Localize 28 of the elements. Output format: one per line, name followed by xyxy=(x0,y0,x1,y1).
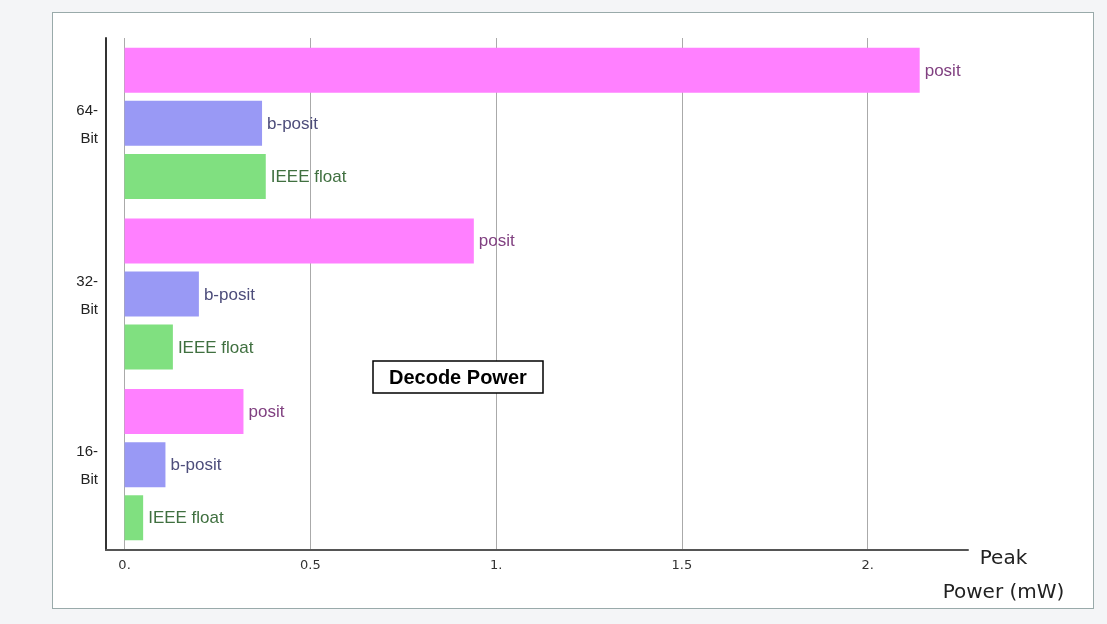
y-tick-label: 64-Bit xyxy=(76,100,99,146)
series-label: b-posit xyxy=(267,113,319,133)
text: posit xyxy=(248,402,285,422)
bar xyxy=(124,47,920,93)
bar xyxy=(124,153,266,199)
bar xyxy=(124,271,199,317)
text: IEEE float xyxy=(148,508,224,528)
text: b-posit xyxy=(170,455,222,475)
x-tick-label: 1.5 xyxy=(671,557,693,572)
text: Decode Power xyxy=(389,366,528,388)
x-tick-label: 2. xyxy=(861,557,874,572)
y-tick-label: 32-Bit xyxy=(76,271,99,317)
series-label: posit xyxy=(924,60,961,80)
bar xyxy=(124,442,166,488)
bar xyxy=(124,495,144,541)
text: posit xyxy=(478,231,515,251)
x-tick-label: 1. xyxy=(489,557,503,572)
bar xyxy=(124,324,173,370)
text: b-posit xyxy=(203,284,255,304)
bar xyxy=(124,218,474,264)
x-axis-title: Peak Power (mW) xyxy=(942,545,1065,603)
text: IEEE float xyxy=(177,337,254,357)
x-tick-label: 0.5 xyxy=(300,557,321,572)
x-tick-label: 0. xyxy=(118,557,131,572)
y-tick-label: 16-Bit xyxy=(76,442,99,488)
bar xyxy=(124,389,244,435)
series-label: IEEE float xyxy=(270,166,347,186)
bar xyxy=(124,100,263,146)
